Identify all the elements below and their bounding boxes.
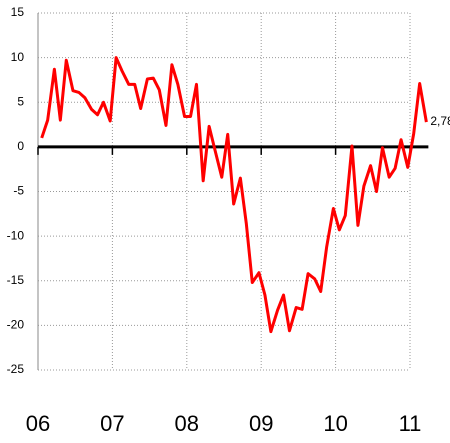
y-tick-label: 10 [11,50,25,64]
y-tick-label: -20 [7,318,25,332]
y-tick-label: 0 [17,139,24,153]
y-tick-label: -15 [7,273,25,287]
y-tick-label: 15 [11,5,25,19]
value-label: 2,78 [430,114,450,128]
y-tick-label: -10 [7,228,25,242]
x-tick-label: 06 [26,411,50,436]
y-tick-label: -25 [7,362,25,376]
x-tick-label: 10 [323,411,347,436]
y-tick-label: 5 [17,94,24,108]
x-tick-label: 09 [249,411,273,436]
x-tick-label: 07 [100,411,124,436]
x-tick-label: 08 [175,411,199,436]
y-tick-label: -5 [13,184,24,198]
data-line [40,56,428,334]
x-tick-label: 11 [399,411,422,436]
